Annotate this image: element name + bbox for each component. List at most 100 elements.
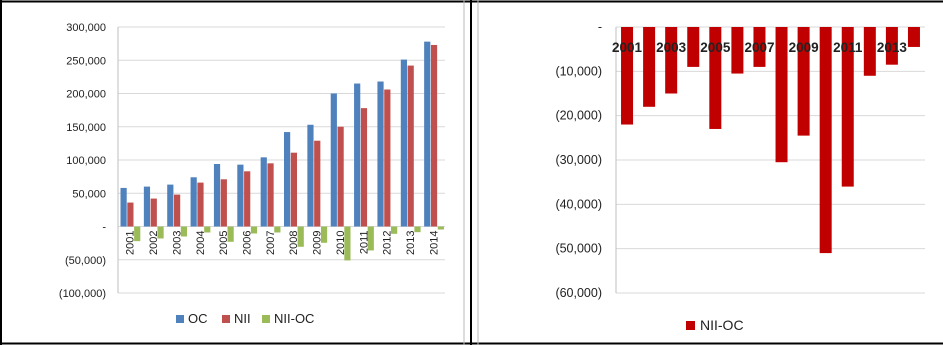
bar-oc-2009 bbox=[307, 124, 314, 227]
legend-label: OC bbox=[188, 311, 208, 326]
left-chart: 300,000 250,000 200,000 150,000 100,000 50,00… bbox=[59, 22, 445, 326]
legend-swatch-niioc bbox=[262, 315, 270, 323]
bar-oc-2004 bbox=[190, 177, 197, 227]
x-tick-label: 2011 bbox=[833, 40, 863, 55]
bar-nii-oc-2013 bbox=[885, 27, 898, 65]
bar-oc-2001 bbox=[120, 187, 127, 227]
legend-label: NII bbox=[234, 311, 251, 326]
x-tick-label: 2001 bbox=[125, 231, 137, 255]
bar-niioc-2006 bbox=[250, 226, 258, 234]
y-tick-label: 200,000 bbox=[66, 89, 106, 101]
bar-niioc-2010 bbox=[344, 226, 351, 261]
y-tick-label: (30,000) bbox=[555, 153, 602, 167]
bar-nii-2001 bbox=[127, 202, 134, 227]
bar-nii-oc-2003 bbox=[665, 27, 678, 94]
bar-nii-2012 bbox=[384, 89, 391, 227]
bar-nii-2010 bbox=[337, 126, 344, 227]
bar-oc-2002 bbox=[143, 186, 151, 227]
right-chart: - (10,000) (20,000) (30,000) (40,000) (50,000… bbox=[555, 20, 925, 333]
x-tick-label: 2005 bbox=[218, 231, 230, 255]
bar-niioc-2007 bbox=[274, 226, 281, 233]
y-tick-label: - bbox=[598, 20, 602, 34]
bar-niioc-2012 bbox=[391, 226, 398, 234]
bar-oc-2007 bbox=[260, 157, 267, 227]
bar-nii-2011 bbox=[360, 108, 368, 227]
bar-niioc-2009 bbox=[320, 226, 328, 243]
legend-swatch-nii bbox=[222, 315, 230, 323]
bar-niioc-2013 bbox=[414, 226, 421, 233]
bar-nii-2002 bbox=[150, 198, 157, 227]
y-tick-label: 50,000 bbox=[72, 188, 106, 200]
bar-oc-2010 bbox=[330, 93, 337, 227]
bar-nii-2006 bbox=[244, 171, 251, 227]
bar-nii-2009 bbox=[314, 140, 321, 227]
x-tick-label: 2011 bbox=[358, 231, 370, 255]
x-tick-label: 2001 bbox=[612, 40, 643, 55]
bar-niioc-2005 bbox=[227, 226, 234, 242]
bar-niioc-2011 bbox=[367, 226, 374, 251]
x-tick-label: 2012 bbox=[382, 231, 394, 255]
bar-oc-2014 bbox=[424, 41, 431, 227]
bar-nii-oc-2001 bbox=[621, 27, 634, 125]
bar-nii-oc-2011 bbox=[841, 27, 854, 187]
bar-niioc-2004 bbox=[204, 226, 211, 233]
x-tick-label: 2013 bbox=[405, 231, 417, 255]
bar-niioc-2002 bbox=[157, 226, 164, 239]
y-tick-label: (100,000) bbox=[59, 288, 106, 300]
y-tick-label: (50,000) bbox=[555, 242, 602, 256]
x-tick-label: 2007 bbox=[744, 40, 774, 55]
x-tick-label: 2008 bbox=[288, 231, 300, 255]
bar-nii-oc-2010 bbox=[819, 27, 832, 254]
legend-swatch-nii-oc bbox=[686, 321, 695, 330]
y-tick-label: - bbox=[102, 222, 106, 234]
y-tick-label: (60,000) bbox=[555, 286, 602, 300]
x-tick-label: 2014 bbox=[428, 231, 440, 255]
bar-niioc-2001 bbox=[134, 226, 141, 242]
bar-nii-2013 bbox=[407, 65, 414, 227]
bar-oc-2005 bbox=[213, 163, 221, 227]
bar-oc-2003 bbox=[167, 184, 174, 227]
bar-oc-2013 bbox=[400, 59, 407, 227]
y-tick-label: 150,000 bbox=[66, 122, 106, 134]
bar-nii-oc-2004 bbox=[687, 27, 700, 67]
x-tick-label: 2006 bbox=[241, 231, 253, 255]
bar-nii-oc-2008 bbox=[775, 27, 788, 163]
bar-nii-oc-2005 bbox=[709, 27, 722, 129]
y-tick-label: 250,000 bbox=[66, 55, 106, 67]
x-tick-label: 2009 bbox=[312, 231, 324, 255]
bar-nii-2014 bbox=[430, 44, 438, 227]
x-tick-label: 2005 bbox=[700, 40, 731, 55]
y-tick-label: (40,000) bbox=[555, 197, 602, 211]
bar-nii-2007 bbox=[267, 163, 274, 227]
legend-label: NII-OC bbox=[700, 317, 744, 333]
bar-oc-2011 bbox=[354, 83, 361, 227]
bar-nii-oc-2006 bbox=[731, 27, 744, 74]
bar-niioc-2014 bbox=[437, 226, 444, 230]
bar-nii-2008 bbox=[290, 152, 297, 227]
bar-nii-oc-2012 bbox=[863, 27, 876, 76]
bar-oc-2008 bbox=[284, 132, 291, 227]
x-tick-label: 2007 bbox=[265, 231, 277, 255]
bar-nii-2003 bbox=[174, 194, 181, 227]
bar-nii-oc-2002 bbox=[643, 27, 656, 107]
bar-nii-2004 bbox=[197, 182, 204, 227]
bar-niioc-2003 bbox=[180, 226, 188, 237]
bar-nii-oc-2014 bbox=[907, 27, 920, 47]
x-tick-label: 2009 bbox=[789, 40, 819, 55]
bar-nii-2005 bbox=[220, 179, 227, 227]
y-tick-label: 100,000 bbox=[66, 155, 106, 167]
x-tick-label: 2002 bbox=[148, 231, 160, 255]
x-tick-label: 2013 bbox=[877, 40, 908, 55]
x-tick-label: 2010 bbox=[335, 231, 347, 255]
bar-niioc-2008 bbox=[297, 226, 304, 247]
x-tick-label: 2003 bbox=[171, 231, 183, 255]
y-tick-label: 300,000 bbox=[66, 22, 106, 34]
bar-nii-oc-2009 bbox=[797, 27, 810, 136]
y-tick-label: (50,000) bbox=[65, 255, 106, 267]
y-tick-label: (20,000) bbox=[555, 109, 602, 123]
bar-oc-2012 bbox=[377, 81, 384, 227]
y-tick-label: (10,000) bbox=[555, 64, 602, 78]
bar-nii-oc-2007 bbox=[753, 27, 766, 67]
